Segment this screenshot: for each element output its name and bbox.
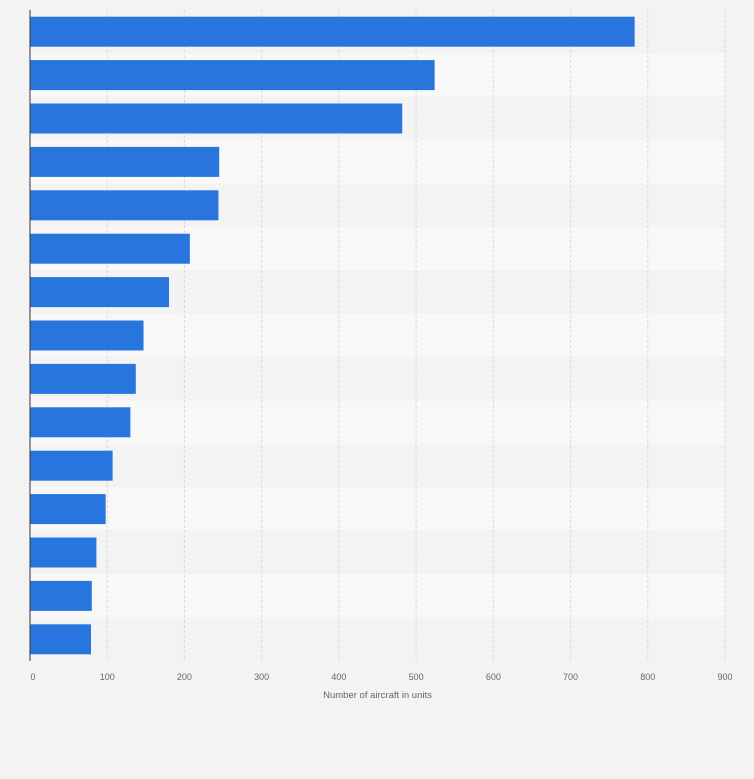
bar: [30, 450, 113, 481]
row-band: [30, 617, 725, 661]
row-band: [30, 313, 725, 358]
x-tick-label: 500: [409, 672, 424, 682]
bar: [30, 277, 169, 308]
x-tick-label: 200: [177, 672, 192, 682]
bar: [30, 580, 92, 611]
bar: [30, 537, 97, 568]
bar: [30, 363, 136, 394]
x-axis-title: Number of aircraft in units: [323, 690, 432, 701]
x-axis-ticks: 0 100 200 300 400 500 600 700 800 900: [30, 672, 732, 682]
bar: [30, 624, 92, 655]
bar: [30, 60, 435, 91]
row-band: [30, 400, 725, 444]
x-tick-label: 600: [486, 672, 501, 682]
row-band: [30, 574, 725, 618]
bar: [30, 190, 219, 221]
row-band: [30, 530, 725, 575]
bar: [30, 103, 403, 134]
bar: [30, 407, 131, 438]
bar: [30, 16, 635, 47]
bar: [30, 320, 144, 351]
bar: [30, 233, 190, 264]
x-tick-label: 900: [717, 672, 732, 682]
x-tick-label: 100: [100, 672, 115, 682]
row-band: [30, 444, 725, 488]
row-band: [30, 487, 725, 531]
x-tick-label: 800: [640, 672, 655, 682]
x-tick-label: 0: [30, 672, 35, 682]
bars: [30, 16, 635, 655]
x-tick-label: 400: [331, 672, 346, 682]
bar: [30, 494, 106, 525]
x-tick-label: 300: [254, 672, 269, 682]
x-tick-label: 700: [563, 672, 578, 682]
row-band: [30, 357, 725, 401]
bar: [30, 146, 220, 177]
